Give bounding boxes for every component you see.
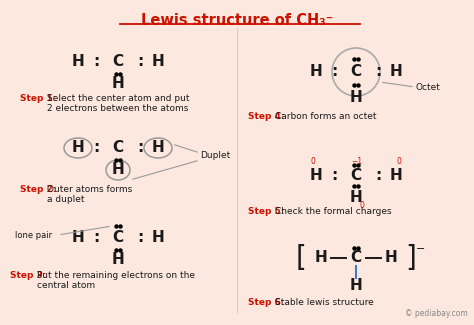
Text: −1: −1 — [351, 157, 363, 165]
Text: H: H — [152, 140, 164, 155]
Text: 0: 0 — [397, 157, 401, 165]
Text: Lewis structure of CH₃⁻: Lewis structure of CH₃⁻ — [141, 13, 333, 28]
Text: H: H — [111, 162, 124, 177]
Text: C: C — [112, 230, 124, 245]
Text: H: H — [315, 251, 328, 266]
Text: :: : — [137, 55, 143, 70]
Text: 0: 0 — [360, 201, 365, 210]
Text: H: H — [310, 64, 322, 80]
Text: :: : — [93, 55, 99, 70]
Text: Carbon forms an octet: Carbon forms an octet — [275, 112, 376, 121]
Text: lone pair: lone pair — [15, 230, 52, 240]
Text: :: : — [331, 64, 337, 80]
Text: ]: ] — [406, 244, 417, 272]
Text: H: H — [310, 167, 322, 183]
Text: H: H — [72, 140, 84, 155]
Text: C: C — [350, 251, 362, 266]
Text: :: : — [93, 140, 99, 155]
Text: H: H — [390, 167, 402, 183]
Text: Select the center atom and put
2 electrons between the atoms: Select the center atom and put 2 electro… — [47, 94, 190, 113]
Text: Duplet: Duplet — [200, 151, 230, 161]
Text: Step 5:: Step 5: — [248, 207, 284, 216]
Text: :: : — [137, 230, 143, 245]
Text: C: C — [350, 64, 362, 80]
Text: :: : — [137, 140, 143, 155]
Text: Put the remaining electrons on the
central atom: Put the remaining electrons on the centr… — [37, 271, 195, 291]
Text: Step 1:: Step 1: — [20, 94, 56, 103]
Text: [: [ — [296, 244, 306, 272]
Text: H: H — [350, 189, 363, 204]
Text: −: − — [416, 244, 426, 254]
Text: H: H — [384, 251, 397, 266]
Text: Step 2:: Step 2: — [20, 185, 56, 194]
Text: Octet: Octet — [416, 83, 441, 92]
Text: :: : — [93, 230, 99, 245]
Text: H: H — [72, 55, 84, 70]
Text: H: H — [390, 64, 402, 80]
Text: :: : — [375, 64, 381, 80]
Text: H: H — [350, 90, 363, 106]
Text: H: H — [350, 279, 363, 293]
Text: C: C — [112, 140, 124, 155]
Text: H: H — [111, 76, 124, 92]
Text: H: H — [72, 230, 84, 245]
Text: C: C — [112, 55, 124, 70]
Text: Stable lewis structure: Stable lewis structure — [275, 298, 374, 307]
Text: :: : — [331, 167, 337, 183]
Text: Check the formal charges: Check the formal charges — [275, 207, 392, 216]
Text: Outer atoms forms
a duplet: Outer atoms forms a duplet — [47, 185, 132, 204]
Text: H: H — [152, 55, 164, 70]
Text: Step 3:: Step 3: — [10, 271, 46, 280]
Text: C: C — [350, 167, 362, 183]
Text: H: H — [152, 230, 164, 245]
Text: © pediabay.com: © pediabay.com — [405, 309, 468, 318]
Text: Step 4:: Step 4: — [248, 112, 284, 121]
Text: H: H — [111, 253, 124, 267]
Text: Step 6:: Step 6: — [248, 298, 284, 307]
Text: 0: 0 — [310, 157, 315, 165]
Text: :: : — [375, 167, 381, 183]
